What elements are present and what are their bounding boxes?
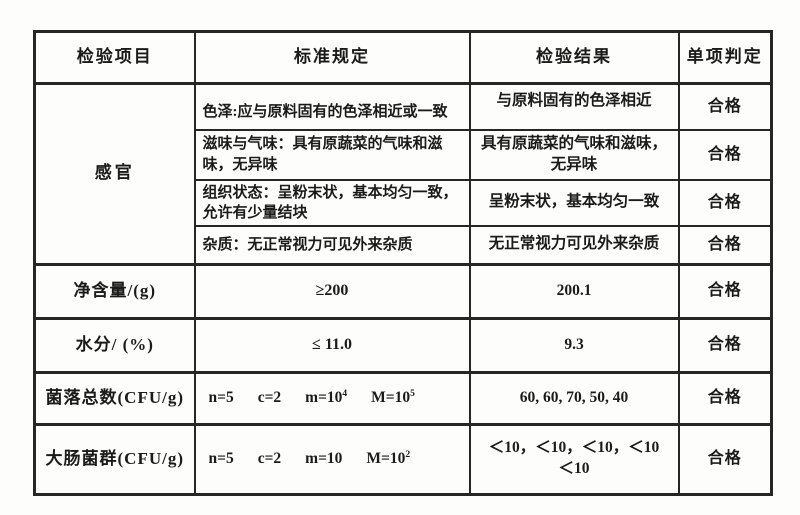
table-row-taste-odor: 滋味与气味：具有原蔬菜的气味和滋味，无异味 具有原蔬菜的气味和滋味， 无异味 合…: [35, 128, 773, 181]
standard-cell-moisture: ≤ 11.0: [193, 316, 471, 373]
param-n: n=5: [208, 449, 234, 467]
table-row-total-colony: 菌落总数(CFU/g) n=5 c=2 m=104 M=105 60, 60, 70,…: [33, 370, 773, 425]
result-cell-moisture: 9.3: [468, 316, 680, 373]
param-m-exponent: 4: [342, 388, 348, 399]
result-cell-coliform: ＜10，＜10，＜10，＜10 ＜10: [468, 422, 680, 495]
result-cell-net-content: 200.1: [468, 262, 680, 319]
verdict-cell-total-colony: 合格: [677, 370, 773, 425]
result-cell-texture: 呈粉末状，基本均匀一致: [468, 178, 680, 227]
verdict-cell-texture: 合格: [677, 178, 773, 227]
param-c: c=2: [257, 449, 282, 467]
inspection-table: 检验项目 标准规定 检验结果 单项判定 感官 色泽:应与原料固有的色泽相近或一致…: [33, 30, 773, 496]
item-cell-moisture: 水分/ (%): [33, 316, 196, 373]
header-standard-requirement: 标准规定: [193, 30, 471, 85]
param-M-exponent: 5: [410, 388, 415, 399]
table-row-coliform: 大肠菌群(CFU/g) n=5 c=2 m=10 M=102 ＜10，＜10，＜10，…: [33, 422, 773, 495]
standard-cell-texture: 组织状态：呈粉末状，基本均匀一致，允许有少量结块: [193, 178, 471, 227]
param-c: c=2: [257, 388, 282, 406]
param-M: M=105: [371, 388, 415, 406]
table-header-row: 检验项目 标准规定 检验结果 单项判定: [33, 30, 773, 85]
standard-cell-taste-odor: 滋味与气味：具有原蔬菜的气味和滋味，无异味: [193, 128, 471, 181]
table-row-color: 感官 色泽:应与原料固有的色泽相近或一致 与原料固有的色泽相近 合格: [33, 82, 773, 265]
item-cell-total-colony: 菌落总数(CFU/g): [33, 370, 196, 425]
header-inspection-item: 检验项目: [33, 30, 196, 85]
standard-cell-total-colony: n=5 c=2 m=104 M=105: [193, 370, 471, 425]
verdict-cell-moisture: 合格: [677, 316, 773, 373]
param-M: M=102: [366, 449, 411, 467]
verdict-cell-impurity: 合格: [677, 225, 773, 265]
item-cell-net-content: 净含量/(g): [33, 262, 196, 319]
result-cell-taste-odor: 具有原蔬菜的气味和滋味， 无异味: [468, 128, 680, 181]
table-row-moisture: 水分/ (%) ≤ 11.0 9.3 合格: [33, 316, 773, 373]
param-M-exponent: 2: [405, 449, 411, 460]
result-cell-impurity: 无正常视力可见外来杂质: [468, 225, 680, 265]
verdict-cell-taste-odor: 合格: [677, 128, 773, 181]
verdict-cell-coliform: 合格: [677, 422, 773, 495]
table-row-impurity: 杂质：无正常视力可见外来杂质 无正常视力可见外来杂质 合格: [35, 225, 773, 265]
item-cell-sensory: 感官: [33, 82, 196, 265]
table-row-net-content: 净含量/(g) ≥200 200.1 合格: [33, 262, 773, 319]
verdict-cell-net-content: 合格: [677, 262, 773, 319]
header-inspection-result: 检验结果: [468, 30, 680, 85]
table-row-texture: 组织状态：呈粉末状，基本均匀一致，允许有少量结块 呈粉末状，基本均匀一致 合格: [35, 178, 773, 227]
result-cell-color: 与原料固有的色泽相近: [468, 82, 680, 131]
verdict-cell-color: 合格: [677, 82, 773, 131]
param-m: m=10: [305, 449, 343, 467]
param-m: m=104: [305, 388, 348, 406]
result-cell-total-colony: 60, 60, 70, 50, 40: [468, 370, 680, 425]
param-n: n=5: [208, 388, 234, 406]
standard-cell-color: 色泽:应与原料固有的色泽相近或一致: [193, 82, 471, 131]
standard-cell-coliform: n=5 c=2 m=10 M=102: [193, 422, 471, 495]
standard-cell-net-content: ≥200: [193, 262, 471, 319]
item-cell-coliform: 大肠菌群(CFU/g): [33, 422, 196, 495]
header-item-judgment: 单项判定: [677, 30, 773, 85]
standard-cell-impurity: 杂质：无正常视力可见外来杂质: [193, 225, 471, 265]
